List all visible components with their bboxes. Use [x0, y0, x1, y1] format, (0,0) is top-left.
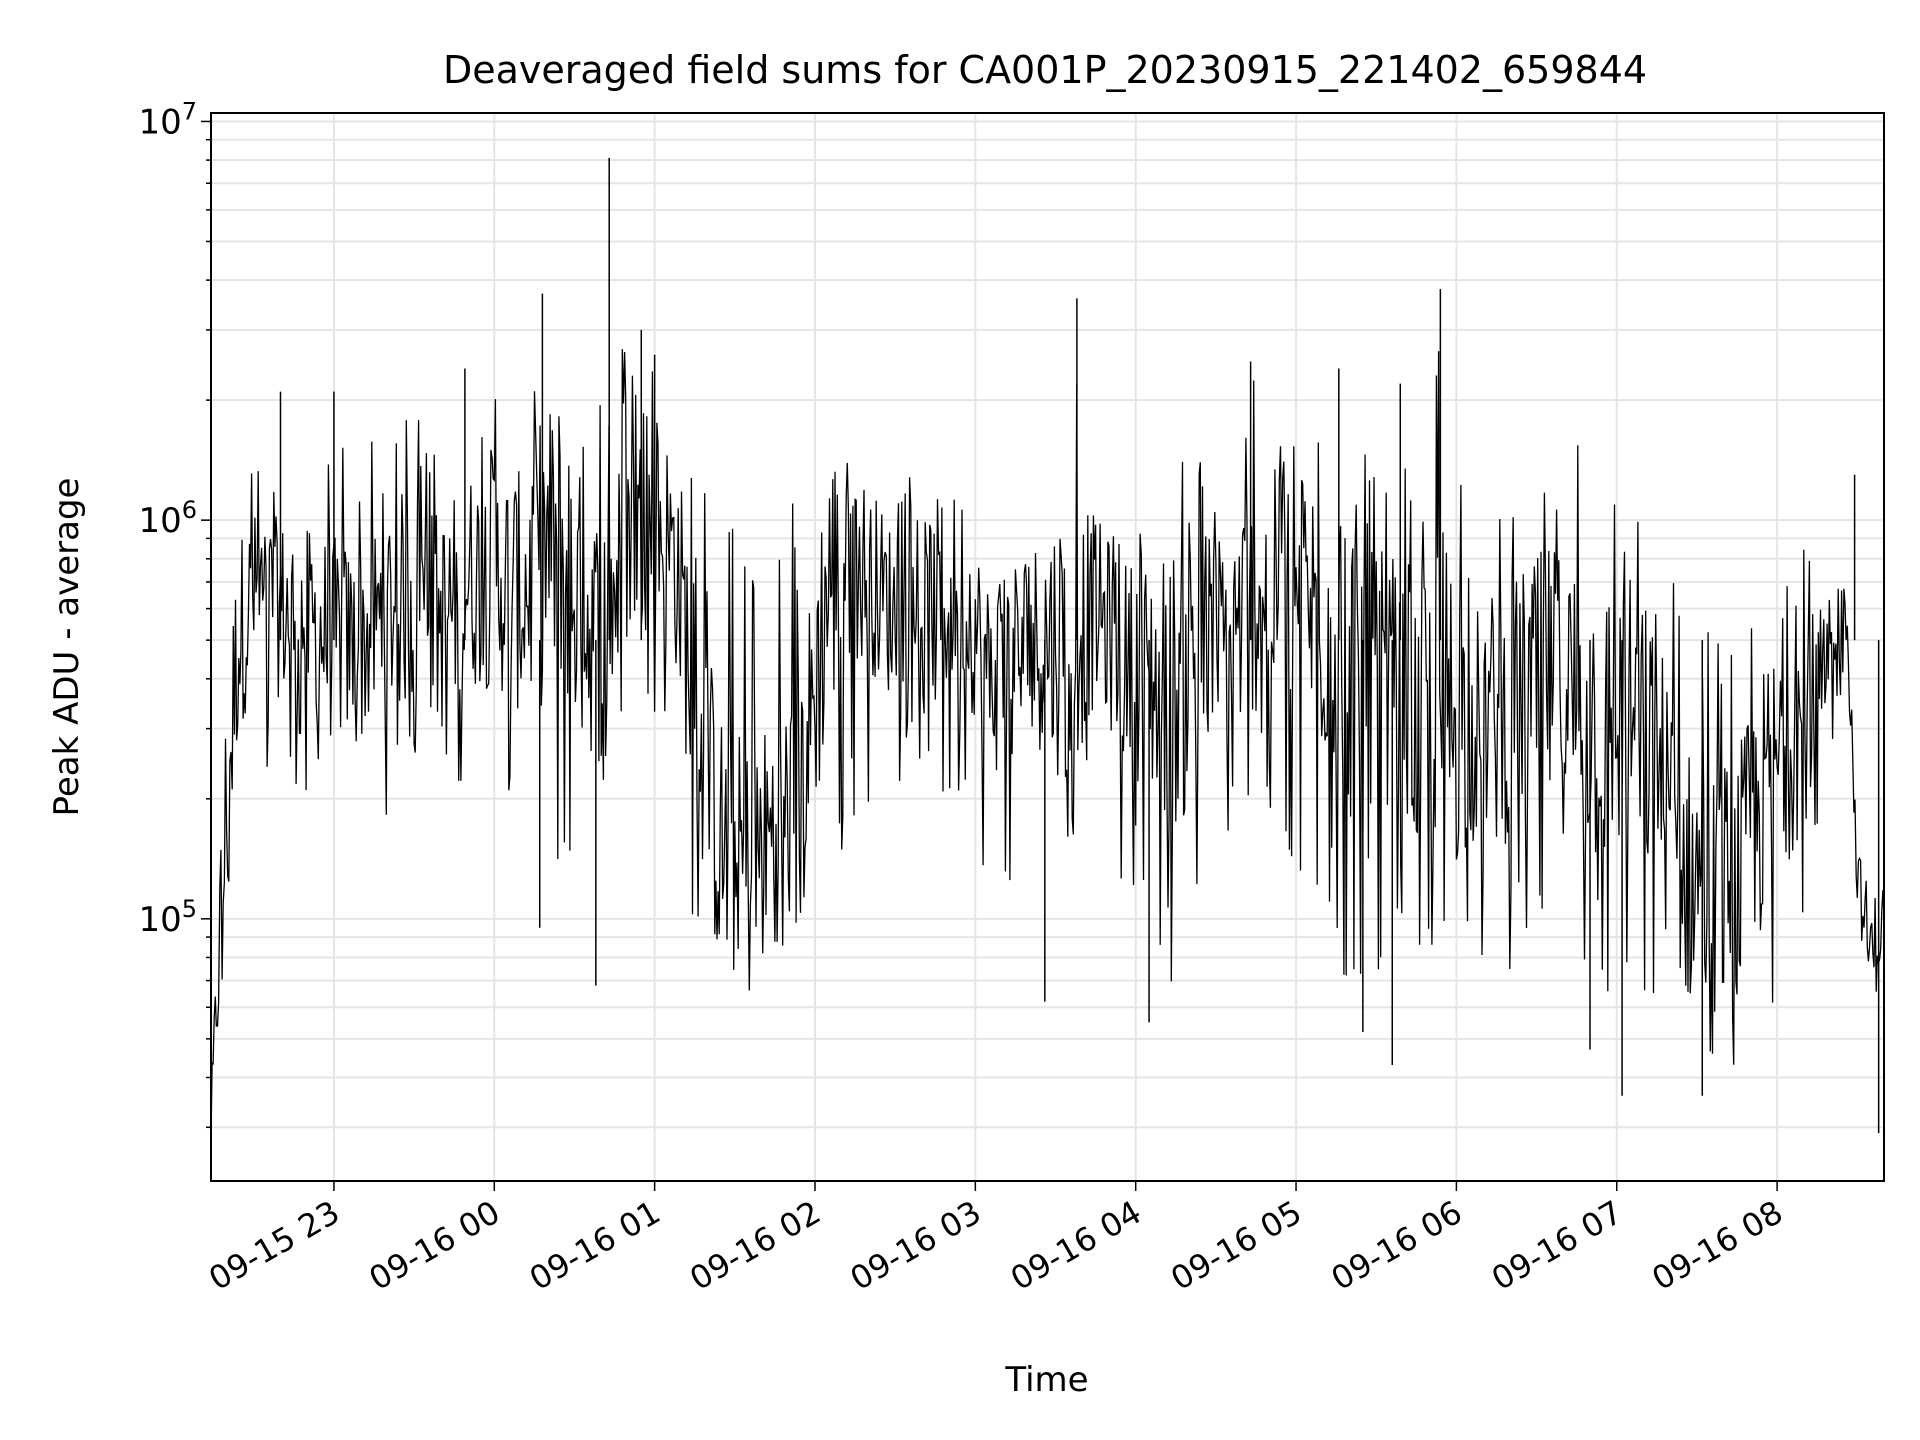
x-tick-label: 09-16 02: [683, 1193, 827, 1298]
x-tick-label: 09-16 00: [363, 1193, 507, 1298]
x-tick-label: 09-16 08: [1645, 1193, 1789, 1298]
chart-title: Deaveraged field sums for CA001P_2023091…: [443, 48, 1647, 92]
y-tick-label: 106: [138, 496, 197, 541]
y-tick-label: 105: [138, 895, 197, 940]
series-line: [210, 157, 1885, 1142]
x-tick-label: 09-15 23: [202, 1193, 346, 1298]
x-tick-label: 09-16 03: [844, 1193, 988, 1298]
series-path: [210, 349, 1885, 1142]
y-axis-ticks: 105 106 107: [138, 97, 211, 1129]
x-tick-label: 09-16 07: [1485, 1193, 1629, 1298]
x-axis-label: Time: [1004, 1360, 1088, 1400]
y-tick-label: 107: [138, 97, 197, 142]
x-tick-label: 09-16 04: [1004, 1193, 1148, 1298]
x-tick-label: 09-16 05: [1164, 1193, 1308, 1298]
y-axis-label: Peak ADU - average: [47, 478, 87, 817]
x-axis-ticks: 09-15 23 09-16 00 09-16 01 09-16 02 09-16 03…: [202, 1181, 1789, 1298]
x-tick-label: 09-16 06: [1325, 1193, 1469, 1298]
x-tick-label: 09-16 01: [523, 1193, 667, 1298]
plot-frame: [210, 112, 1885, 1182]
